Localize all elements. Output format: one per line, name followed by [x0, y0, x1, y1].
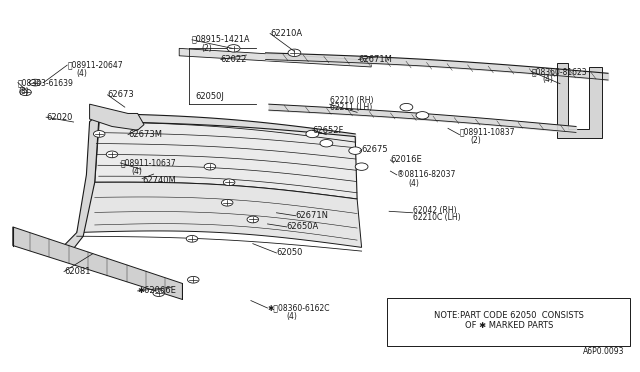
Polygon shape [90, 104, 144, 130]
Circle shape [223, 179, 235, 186]
Text: 62016E: 62016E [390, 155, 422, 164]
Text: 62671N: 62671N [296, 211, 329, 220]
Text: 62210 (RH): 62210 (RH) [330, 96, 373, 105]
Polygon shape [179, 48, 371, 67]
Text: 62020: 62020 [46, 113, 72, 122]
Text: (4): (4) [287, 312, 298, 321]
Circle shape [29, 79, 41, 86]
Circle shape [349, 147, 362, 154]
Text: 62673M: 62673M [128, 130, 162, 139]
Circle shape [247, 216, 259, 223]
Text: 62081: 62081 [64, 267, 90, 276]
Polygon shape [95, 122, 357, 199]
Text: Ⓠ08911-20647: Ⓠ08911-20647 [67, 61, 123, 70]
Circle shape [20, 89, 31, 96]
Circle shape [106, 151, 118, 158]
Text: 62650A: 62650A [287, 222, 319, 231]
FancyBboxPatch shape [387, 298, 630, 346]
Text: Ⓝ08363-61639: Ⓝ08363-61639 [18, 78, 74, 87]
Text: (8): (8) [18, 87, 29, 96]
Text: 62210C (LH): 62210C (LH) [413, 213, 460, 222]
Text: Ⓠ08911-10837: Ⓠ08911-10837 [460, 128, 515, 137]
Text: (4): (4) [131, 167, 142, 176]
Text: 62673: 62673 [108, 90, 134, 99]
Text: 62022: 62022 [221, 55, 247, 64]
Text: 62740M: 62740M [142, 176, 176, 185]
Text: ✱62066E: ✱62066E [138, 286, 177, 295]
Circle shape [188, 276, 199, 283]
Polygon shape [13, 227, 182, 299]
Circle shape [306, 130, 319, 138]
Circle shape [355, 163, 368, 170]
Text: 62211 (LH): 62211 (LH) [330, 103, 372, 112]
Circle shape [204, 163, 216, 170]
Text: ✱Ⓝ08360-6162C: ✱Ⓝ08360-6162C [268, 304, 330, 312]
Text: Ⓝ08360-81623: Ⓝ08360-81623 [531, 67, 587, 76]
Circle shape [93, 131, 105, 137]
Circle shape [288, 49, 301, 57]
Text: (4): (4) [543, 76, 554, 84]
Text: (2): (2) [202, 44, 212, 53]
Text: 62050J: 62050J [195, 92, 224, 101]
Text: NOTE:PART CODE 62050  CONSISTS
OF ✱ MARKED PARTS: NOTE:PART CODE 62050 CONSISTS OF ✱ MARKE… [434, 311, 584, 330]
Polygon shape [557, 63, 602, 138]
Polygon shape [61, 113, 99, 257]
Text: (4): (4) [77, 69, 88, 78]
Text: 62652F: 62652F [312, 126, 344, 135]
Text: Ⓞ08915-1421A: Ⓞ08915-1421A [192, 35, 250, 44]
Text: 62050: 62050 [276, 248, 303, 257]
Text: (2): (2) [470, 136, 481, 145]
Text: A6P0.0093: A6P0.0093 [582, 347, 624, 356]
Circle shape [221, 199, 233, 206]
Text: 62675: 62675 [362, 145, 388, 154]
Circle shape [153, 290, 164, 296]
Polygon shape [77, 182, 362, 247]
Text: 62042 (RH): 62042 (RH) [413, 206, 456, 215]
Circle shape [320, 140, 333, 147]
Text: Ⓠ08911-10637: Ⓠ08911-10637 [120, 158, 176, 167]
Circle shape [416, 112, 429, 119]
Text: 62210A: 62210A [270, 29, 302, 38]
Text: (4): (4) [408, 179, 419, 187]
Text: 62671M: 62671M [358, 55, 392, 64]
Circle shape [400, 103, 413, 111]
Text: ®08116-82037: ®08116-82037 [397, 170, 455, 179]
Circle shape [227, 45, 240, 52]
Circle shape [186, 235, 198, 242]
